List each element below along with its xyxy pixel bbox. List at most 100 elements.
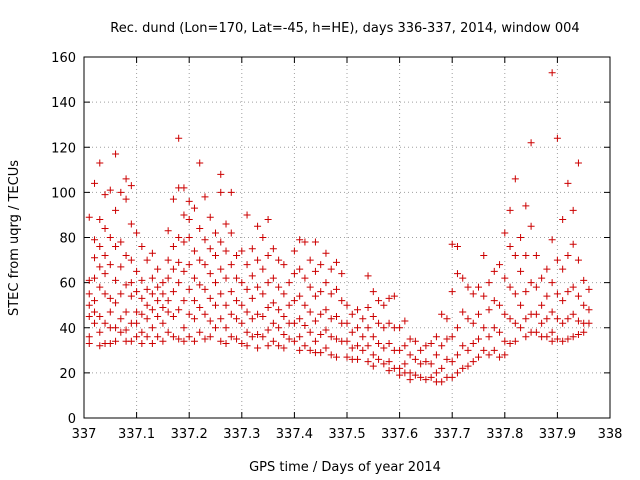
data-point (112, 243, 120, 251)
data-point (522, 252, 530, 260)
data-point (91, 179, 99, 187)
data-point (133, 267, 141, 275)
data-point (106, 234, 114, 241)
data-point (227, 288, 235, 296)
data-point (180, 238, 188, 246)
data-point (122, 308, 130, 316)
data-point (233, 315, 241, 323)
data-point (222, 301, 230, 309)
data-point (317, 349, 325, 357)
data-point (212, 301, 219, 309)
data-point (548, 279, 556, 287)
data-point (501, 229, 509, 237)
data-point (564, 288, 572, 296)
data-point (432, 333, 440, 341)
data-point (538, 274, 546, 282)
data-point (369, 351, 377, 359)
data-point (385, 340, 393, 348)
data-point (459, 342, 467, 350)
data-point (501, 310, 509, 318)
data-point (85, 213, 93, 221)
data-point (264, 326, 272, 334)
data-point (238, 340, 246, 348)
data-point (106, 308, 114, 316)
data-point (348, 328, 356, 336)
data-point (443, 355, 451, 363)
data-point (190, 337, 198, 345)
data-point (464, 315, 472, 323)
data-point (532, 310, 540, 318)
data-point (101, 252, 109, 260)
data-point (453, 243, 461, 251)
data-point (459, 308, 467, 316)
data-point (154, 283, 162, 291)
y-tick-label: 20 (59, 367, 76, 382)
data-point (338, 297, 346, 305)
data-point (574, 256, 582, 264)
data-point (296, 265, 304, 273)
data-point (417, 373, 425, 381)
data-point (264, 342, 272, 350)
data-point (112, 276, 120, 284)
data-point (369, 288, 377, 296)
data-point (475, 283, 482, 291)
data-point (427, 373, 435, 381)
data-point (96, 263, 104, 271)
data-point (506, 243, 514, 251)
data-point (459, 274, 467, 282)
y-tick-label: 160 (51, 51, 76, 66)
data-point (411, 355, 419, 363)
data-point (264, 215, 272, 223)
data-point (459, 364, 467, 372)
data-point (322, 326, 330, 334)
data-point (448, 288, 456, 296)
data-point (275, 306, 283, 314)
data-point (538, 301, 546, 309)
data-point (217, 337, 225, 345)
data-point (243, 308, 251, 316)
data-point (254, 344, 262, 352)
data-point (217, 265, 225, 273)
data-point (522, 333, 530, 341)
data-point (196, 328, 204, 336)
data-point (122, 195, 130, 203)
data-point (438, 364, 446, 372)
data-point (264, 279, 272, 287)
data-point (317, 331, 325, 339)
x-tick-label: 337.1 (118, 427, 155, 442)
data-point (396, 364, 404, 372)
data-point (264, 303, 272, 311)
data-point (175, 279, 183, 287)
data-point (396, 346, 404, 354)
data-point (243, 211, 251, 219)
data-point (385, 294, 393, 302)
data-point (422, 376, 430, 384)
data-point (453, 270, 461, 278)
data-point (138, 310, 146, 318)
data-point (522, 288, 530, 296)
data-point (359, 333, 367, 341)
data-point (559, 215, 567, 223)
data-point (280, 344, 288, 352)
y-tick-label: 140 (51, 96, 76, 111)
data-point (480, 346, 488, 354)
data-point (269, 274, 277, 282)
data-point (190, 297, 198, 305)
data-point (569, 283, 577, 291)
data-point (564, 179, 572, 187)
data-point (532, 328, 540, 336)
data-point (332, 353, 340, 361)
data-point (311, 267, 319, 275)
data-point (243, 328, 251, 336)
data-point (464, 362, 472, 370)
data-point (364, 358, 372, 366)
data-point (369, 312, 377, 320)
data-point (548, 337, 556, 345)
data-point (522, 202, 530, 210)
data-point (233, 274, 241, 282)
data-point (548, 308, 556, 316)
data-point (138, 294, 146, 302)
data-point (517, 324, 525, 332)
data-point (469, 340, 477, 348)
data-point (496, 261, 504, 269)
